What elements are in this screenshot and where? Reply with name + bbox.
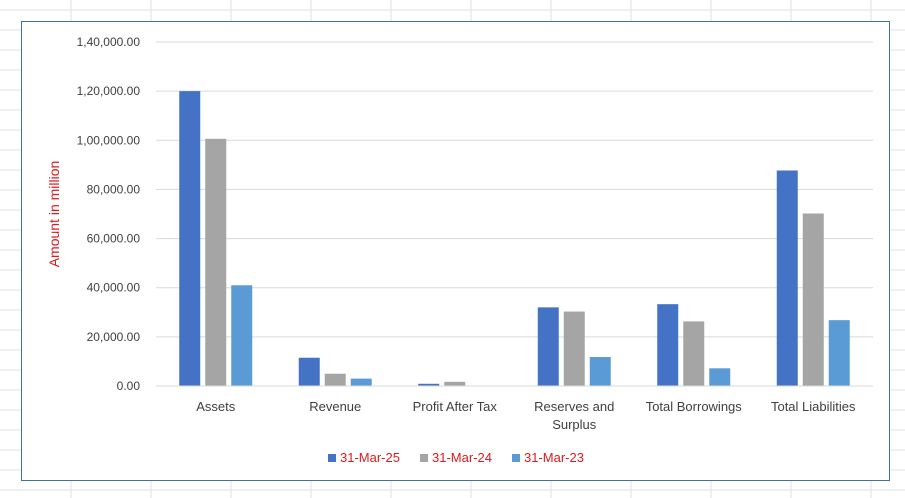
legend-swatch — [420, 454, 428, 462]
y-tick-label: 40,000.00 — [87, 281, 141, 295]
x-tick-label: Total Borrowings — [646, 399, 743, 414]
bar[interactable] — [709, 368, 731, 386]
x-tick-label: Profit After Tax — [413, 399, 498, 414]
legend-label: 31-Mar-25 — [340, 450, 400, 465]
bar[interactable] — [589, 357, 611, 386]
bar[interactable] — [350, 378, 372, 386]
legend-item[interactable]: 31-Mar-24 — [420, 450, 492, 465]
y-tick-label: 20,000.00 — [87, 330, 141, 344]
bar[interactable] — [802, 213, 824, 386]
y-tick-label: 60,000.00 — [87, 232, 141, 246]
bar[interactable] — [683, 321, 705, 386]
bar[interactable] — [231, 285, 253, 386]
y-axis-title: Amount in million — [46, 161, 62, 268]
bar[interactable] — [657, 304, 679, 386]
legend-swatch — [512, 454, 520, 462]
bar[interactable] — [298, 357, 320, 386]
x-tick-label: Assets — [196, 399, 236, 414]
bar[interactable] — [324, 373, 346, 386]
x-tick-label: Total Liabilities — [771, 399, 856, 414]
y-tick-label: 0.00 — [117, 379, 141, 393]
bar[interactable] — [205, 138, 227, 386]
legend-item[interactable]: 31-Mar-25 — [328, 450, 400, 465]
x-tick-label: Reserves and Surplus — [534, 399, 614, 432]
bar[interactable] — [418, 383, 440, 386]
bar[interactable] — [828, 320, 850, 386]
chart-area[interactable]: 0.00 20,000.00 40,000.00 60,000.00 80,000.00… — [21, 21, 890, 481]
bar[interactable] — [563, 311, 585, 386]
legend-label: 31-Mar-24 — [432, 450, 492, 465]
bar[interactable] — [776, 170, 798, 386]
y-tick-label: 1,40,000.00 — [77, 35, 141, 49]
x-tick-label: Revenue — [309, 399, 361, 414]
bar-chart: 0.00 20,000.00 40,000.00 60,000.00 80,000.00… — [46, 35, 873, 465]
bar[interactable] — [444, 381, 466, 386]
legend-swatch — [328, 454, 336, 462]
bar[interactable] — [537, 307, 559, 386]
y-tick-label: 80,000.00 — [87, 182, 141, 196]
y-tick-label: 1,00,000.00 — [77, 133, 141, 147]
legend-label: 31-Mar-23 — [524, 450, 584, 465]
legend-item[interactable]: 31-Mar-23 — [512, 450, 584, 465]
y-tick-label: 1,20,000.00 — [77, 84, 141, 98]
bar[interactable] — [179, 91, 201, 387]
